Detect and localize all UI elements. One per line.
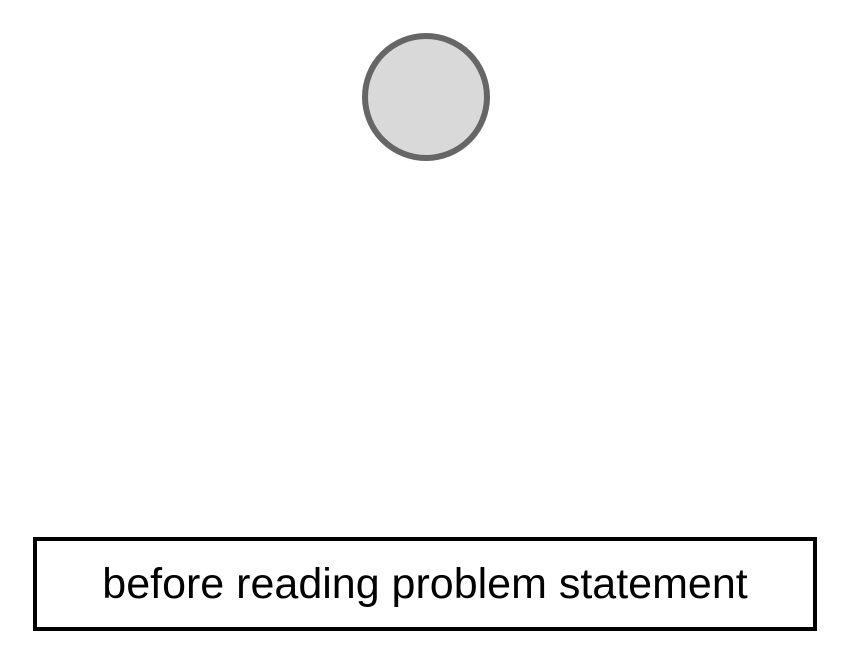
label-text: before reading problem statement	[102, 559, 748, 608]
label-box: before reading problem statement	[33, 537, 817, 631]
circle-node	[362, 33, 490, 161]
